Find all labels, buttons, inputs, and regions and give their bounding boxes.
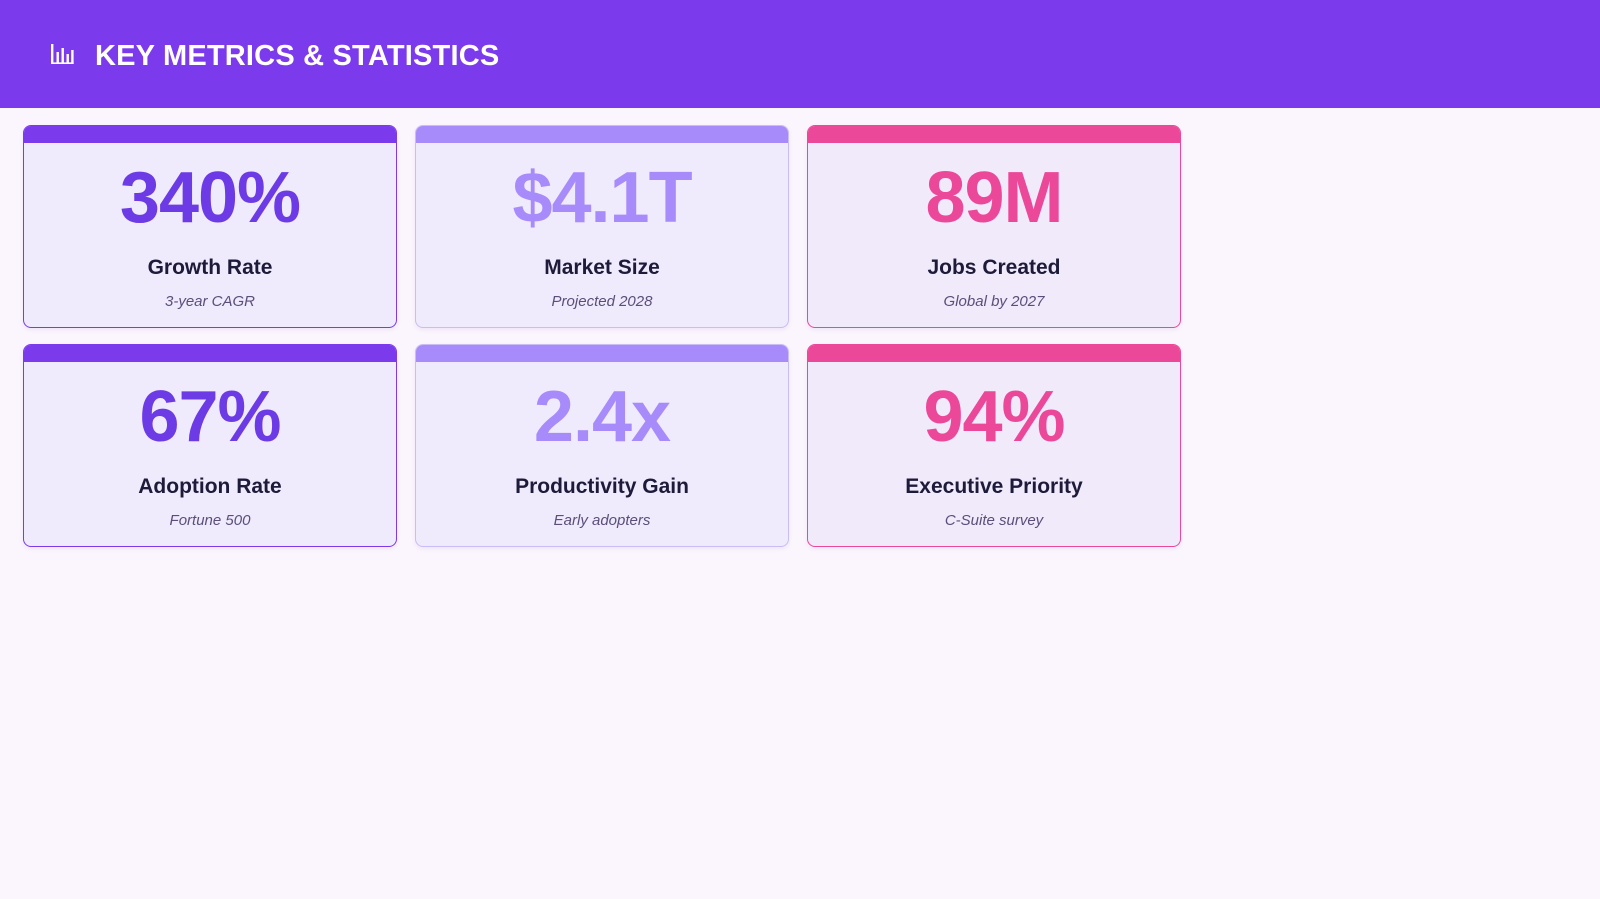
metric-value: 2.4x — [533, 377, 671, 457]
metric-subtitle: Projected 2028 — [551, 293, 653, 310]
metric-subtitle: Fortune 500 — [169, 512, 251, 529]
metric-card-growth-rate: 340% Growth Rate 3-year CAGR — [23, 125, 397, 328]
metric-value: 89M — [925, 158, 1063, 238]
metric-label: Productivity Gain — [515, 475, 689, 498]
metric-subtitle: Early adopters — [553, 512, 651, 529]
metric-label: Jobs Created — [927, 256, 1061, 279]
metric-card-productivity-gain: 2.4x Productivity Gain Early adopters — [415, 344, 789, 547]
metric-subtitle: 3-year CAGR — [164, 293, 256, 310]
metric-value: 67% — [139, 377, 281, 457]
metric-subtitle: C-Suite survey — [944, 512, 1044, 529]
card-accent-bar — [24, 345, 396, 362]
metric-value: 340% — [119, 158, 301, 238]
metric-value: 94% — [923, 377, 1065, 457]
metrics-grid: 340% Growth Rate 3-year CAGR $4.1T Marke… — [23, 125, 1181, 547]
card-accent-bar — [416, 126, 788, 143]
metric-label: Executive Priority — [905, 475, 1083, 498]
page-title: KEY METRICS & STATISTICS — [95, 40, 500, 72]
bar-chart-icon — [51, 44, 74, 64]
card-accent-bar — [24, 126, 396, 143]
card-accent-bar — [416, 345, 788, 362]
metric-card-executive-priority: 94% Executive Priority C-Suite survey — [807, 344, 1181, 547]
metric-value: $4.1T — [512, 158, 692, 238]
metric-label: Growth Rate — [147, 256, 273, 279]
card-accent-bar — [808, 126, 1180, 143]
metric-card-jobs-created: 89M Jobs Created Global by 2027 — [807, 125, 1181, 328]
metric-label: Adoption Rate — [138, 475, 282, 498]
metric-card-market-size: $4.1T Market Size Projected 2028 — [415, 125, 789, 328]
metric-subtitle: Global by 2027 — [943, 293, 1045, 310]
metric-label: Market Size — [544, 256, 660, 279]
metric-card-adoption-rate: 67% Adoption Rate Fortune 500 — [23, 344, 397, 547]
card-accent-bar — [808, 345, 1180, 362]
header-bar: KEY METRICS & STATISTICS — [0, 0, 1600, 108]
